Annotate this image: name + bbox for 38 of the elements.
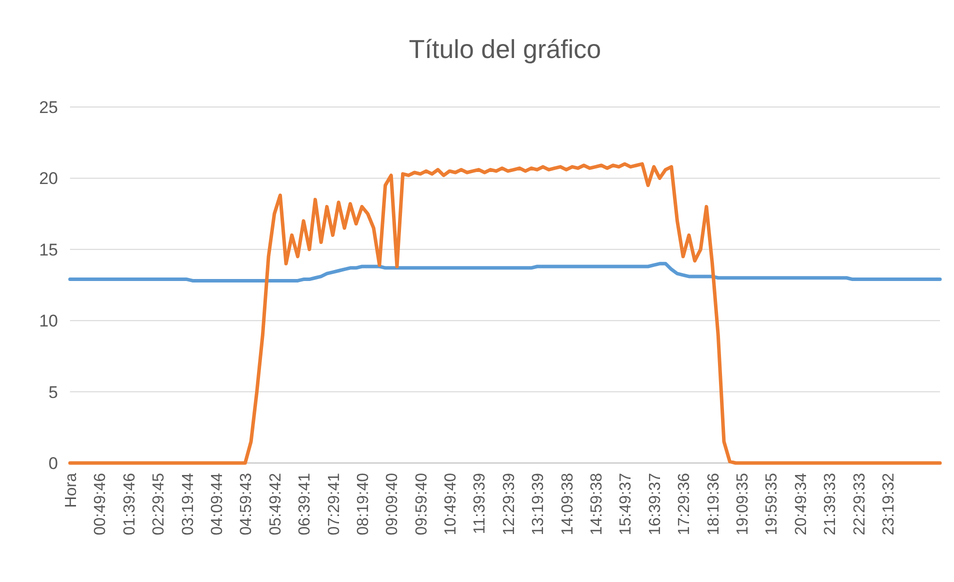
x-tick-label: 09:09:40 [384,472,402,536]
x-tick-label: 21:39:33 [822,472,840,536]
x-tick-label: 14:09:38 [559,472,576,536]
x-tick-label: 07:29:41 [326,472,343,536]
line-series [68,162,942,465]
x-tick-label: 16:39:37 [646,472,664,536]
x-tick-label: 04:09:44 [208,472,226,536]
x-tick-label: 04:59:43 [238,472,256,536]
x-tick-label: 19:09:35 [734,472,752,536]
x-tick-label: 08:19:40 [354,472,372,536]
x-tick-label: 11:39:39 [472,472,489,534]
y-tick-label: 10 [39,312,58,331]
x-tick-label: 12:29:39 [500,472,518,536]
x-tick-label: 19:59:35 [764,472,781,536]
x-tick-label: 02:29:45 [150,472,168,536]
x-tick-label: 09:59:40 [413,472,430,536]
x-tick-label: 10:49:40 [442,472,460,536]
x-tick-label: 13:19:39 [530,472,548,536]
x-tick-label: 14:59:38 [588,472,606,536]
x-tick-label: 17:29:36 [676,472,694,536]
x-tick-label: 20:49:34 [792,472,810,536]
y-tick-label: 5 [48,382,58,402]
x-tick-label: 00:49:46 [92,472,110,536]
x-tick-label: 03:19:44 [180,472,197,536]
line-series [68,262,942,282]
x-tick-label: 18:19:36 [705,472,722,536]
y-tick-label: 20 [39,169,58,188]
y-tick-label: 0 [48,454,58,473]
x-tick-label: 01:39:46 [121,472,138,536]
x-tick-label: 05:49:42 [267,472,284,536]
x-tick-label: 06:39:41 [296,472,314,536]
x-tick-label: 15:49:37 [618,472,635,536]
chart-title: Título del gráfico [408,34,602,64]
x-tick-label: Hora [63,472,80,508]
x-tick-label: 23:19:32 [880,472,898,536]
x-tick-label: 22:29:33 [851,472,868,536]
y-tick-label: 25 [39,98,58,117]
y-tick-label: 15 [39,240,58,260]
